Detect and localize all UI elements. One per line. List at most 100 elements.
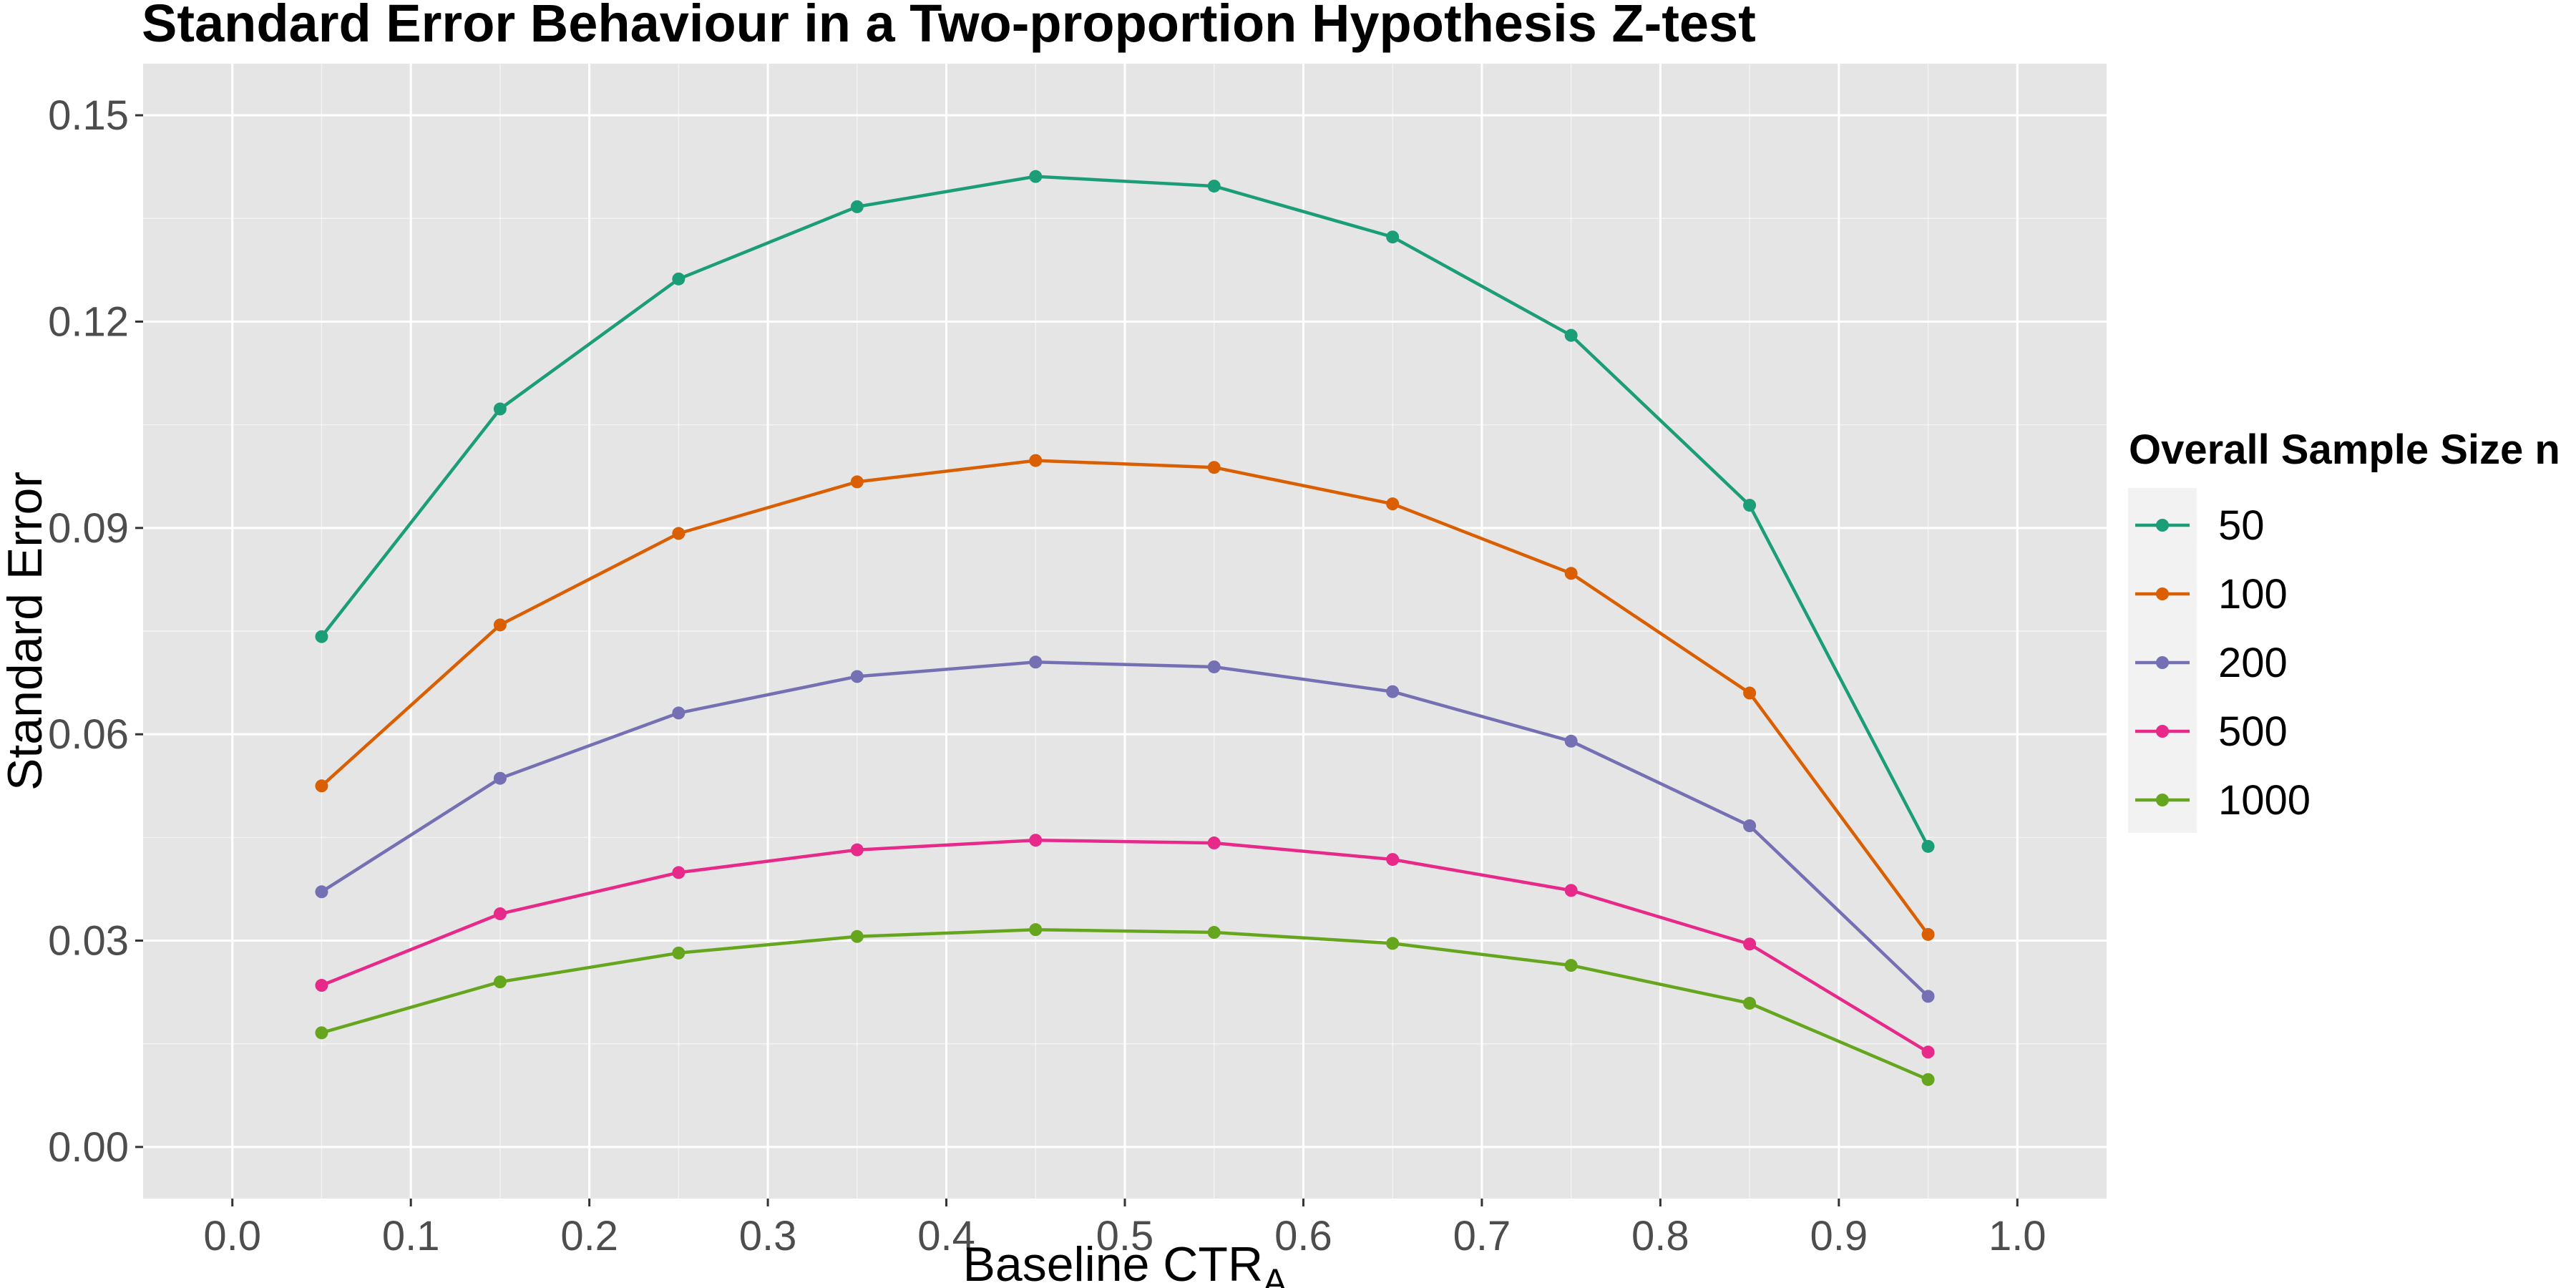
data-point-200 <box>1386 685 1400 698</box>
series-50 <box>315 170 1935 853</box>
data-point-50 <box>493 402 507 416</box>
x-axis-label-main: Baseline CTR <box>963 1237 1264 1288</box>
data-point-500 <box>1386 853 1400 867</box>
data-point-200 <box>850 670 864 683</box>
series-500 <box>315 834 1935 1059</box>
series-line-500 <box>321 838 1929 1054</box>
x-tick-label: 0.9 <box>1810 1213 1868 1259</box>
legend-label: 50 <box>2218 502 2265 549</box>
data-point-50 <box>1564 328 1578 342</box>
grid-lines <box>143 64 2107 1199</box>
data-point-50 <box>850 200 864 213</box>
legend-key-point <box>2156 587 2169 600</box>
data-point-50 <box>672 272 686 286</box>
series-line-200 <box>321 660 1930 998</box>
data-point-100 <box>315 779 328 793</box>
data-point-100 <box>1386 497 1400 511</box>
data-point-500 <box>1029 834 1043 847</box>
x-tick-label: 0.0 <box>203 1213 261 1259</box>
y-tick-label: 0.09 <box>48 505 129 552</box>
legend-key-point <box>2156 519 2169 532</box>
legend-item-1000: 1000 <box>2135 777 2311 824</box>
legend-item-100: 100 <box>2135 571 2288 618</box>
y-axis: 0.00 0.03 0.06 0.09 0.12 0.15 <box>48 92 143 1171</box>
y-axis-label: Standard Error <box>0 472 52 791</box>
data-point-50 <box>315 630 328 643</box>
data-point-1000 <box>1743 997 1757 1010</box>
x-tick-label: 0.5 <box>1096 1213 1154 1259</box>
data-point-500 <box>850 843 864 857</box>
x-axis: 0.0 0.1 0.2 0.3 0.4 0.5 0.6 0.7 0.8 0.9 1.0 <box>203 1199 2046 1259</box>
series-200 <box>315 655 1935 1003</box>
y-tick-label: 0.15 <box>48 92 129 139</box>
y-tick-label: 0.00 <box>48 1124 129 1171</box>
data-point-50 <box>1029 170 1043 183</box>
x-tick-label: 1.0 <box>1989 1213 2046 1259</box>
chart-title: Standard Error Behaviour in a Two-propor… <box>142 0 1756 53</box>
data-point-50 <box>1207 180 1221 193</box>
data-point-500 <box>1743 937 1757 951</box>
legend-label: 500 <box>2218 708 2288 755</box>
data-point-100 <box>1921 927 1935 941</box>
series-line-100 <box>320 459 1930 936</box>
legend-item-50: 50 <box>2135 502 2265 549</box>
data-point-100 <box>1564 567 1578 580</box>
data-point-1000 <box>315 1026 328 1040</box>
legend-key-point <box>2156 656 2169 669</box>
data-point-200 <box>1743 819 1757 833</box>
data-point-100 <box>493 618 507 632</box>
legend-key-point <box>2156 725 2169 738</box>
data-point-200 <box>315 885 328 899</box>
legend-title: Overall Sample Size n <box>2129 426 2560 473</box>
data-point-500 <box>493 907 507 921</box>
data-point-100 <box>1743 686 1757 700</box>
data-point-500 <box>1207 836 1221 850</box>
legend-label: 1000 <box>2218 777 2311 824</box>
data-point-50 <box>1743 499 1757 512</box>
x-tick-label: 0.8 <box>1631 1213 1689 1259</box>
series-line-1000 <box>321 927 1929 1081</box>
x-tick-label: 0.4 <box>917 1213 975 1259</box>
data-point-200 <box>1029 655 1043 669</box>
x-tick-label: 0.3 <box>739 1213 797 1259</box>
series-line-50 <box>320 175 1930 847</box>
legend-item-500: 500 <box>2135 708 2288 755</box>
x-tick-label: 0.6 <box>1274 1213 1332 1259</box>
data-point-500 <box>1564 884 1578 897</box>
data-point-1000 <box>493 975 507 989</box>
data-point-1000 <box>1386 937 1400 950</box>
y-tick-label: 0.12 <box>48 298 129 345</box>
series-100 <box>315 454 1935 941</box>
data-point-50 <box>1386 230 1400 244</box>
data-point-1000 <box>1029 923 1043 937</box>
x-axis-label: Baseline CTRA <box>963 1237 1288 1288</box>
y-tick-label: 0.06 <box>48 711 129 758</box>
legend-key-point <box>2156 794 2169 806</box>
series-1000 <box>315 923 1935 1086</box>
data-point-200 <box>1564 734 1578 748</box>
data-point-1000 <box>1921 1073 1935 1086</box>
x-tick-label: 0.2 <box>560 1213 618 1259</box>
data-point-1000 <box>672 946 686 960</box>
data-point-1000 <box>1564 959 1578 972</box>
data-point-200 <box>1921 990 1935 1003</box>
legend-item-200: 200 <box>2135 640 2288 686</box>
data-point-200 <box>1207 660 1221 673</box>
data-point-100 <box>672 527 686 540</box>
legend: 50 100 200 500 1000 <box>2135 502 2311 824</box>
series-layer <box>315 170 1935 1086</box>
data-point-500 <box>1921 1045 1935 1059</box>
legend-label: 200 <box>2218 640 2288 686</box>
data-point-200 <box>672 706 686 720</box>
data-point-100 <box>1029 454 1043 467</box>
data-point-1000 <box>850 930 864 943</box>
legend-label: 100 <box>2218 571 2288 618</box>
data-point-100 <box>850 475 864 489</box>
data-point-50 <box>1921 839 1935 853</box>
data-point-100 <box>1207 461 1221 474</box>
x-axis-label-subscript: A <box>1263 1262 1287 1288</box>
data-point-1000 <box>1207 926 1221 940</box>
y-tick-label: 0.03 <box>48 918 129 965</box>
x-tick-label: 0.7 <box>1453 1213 1511 1259</box>
